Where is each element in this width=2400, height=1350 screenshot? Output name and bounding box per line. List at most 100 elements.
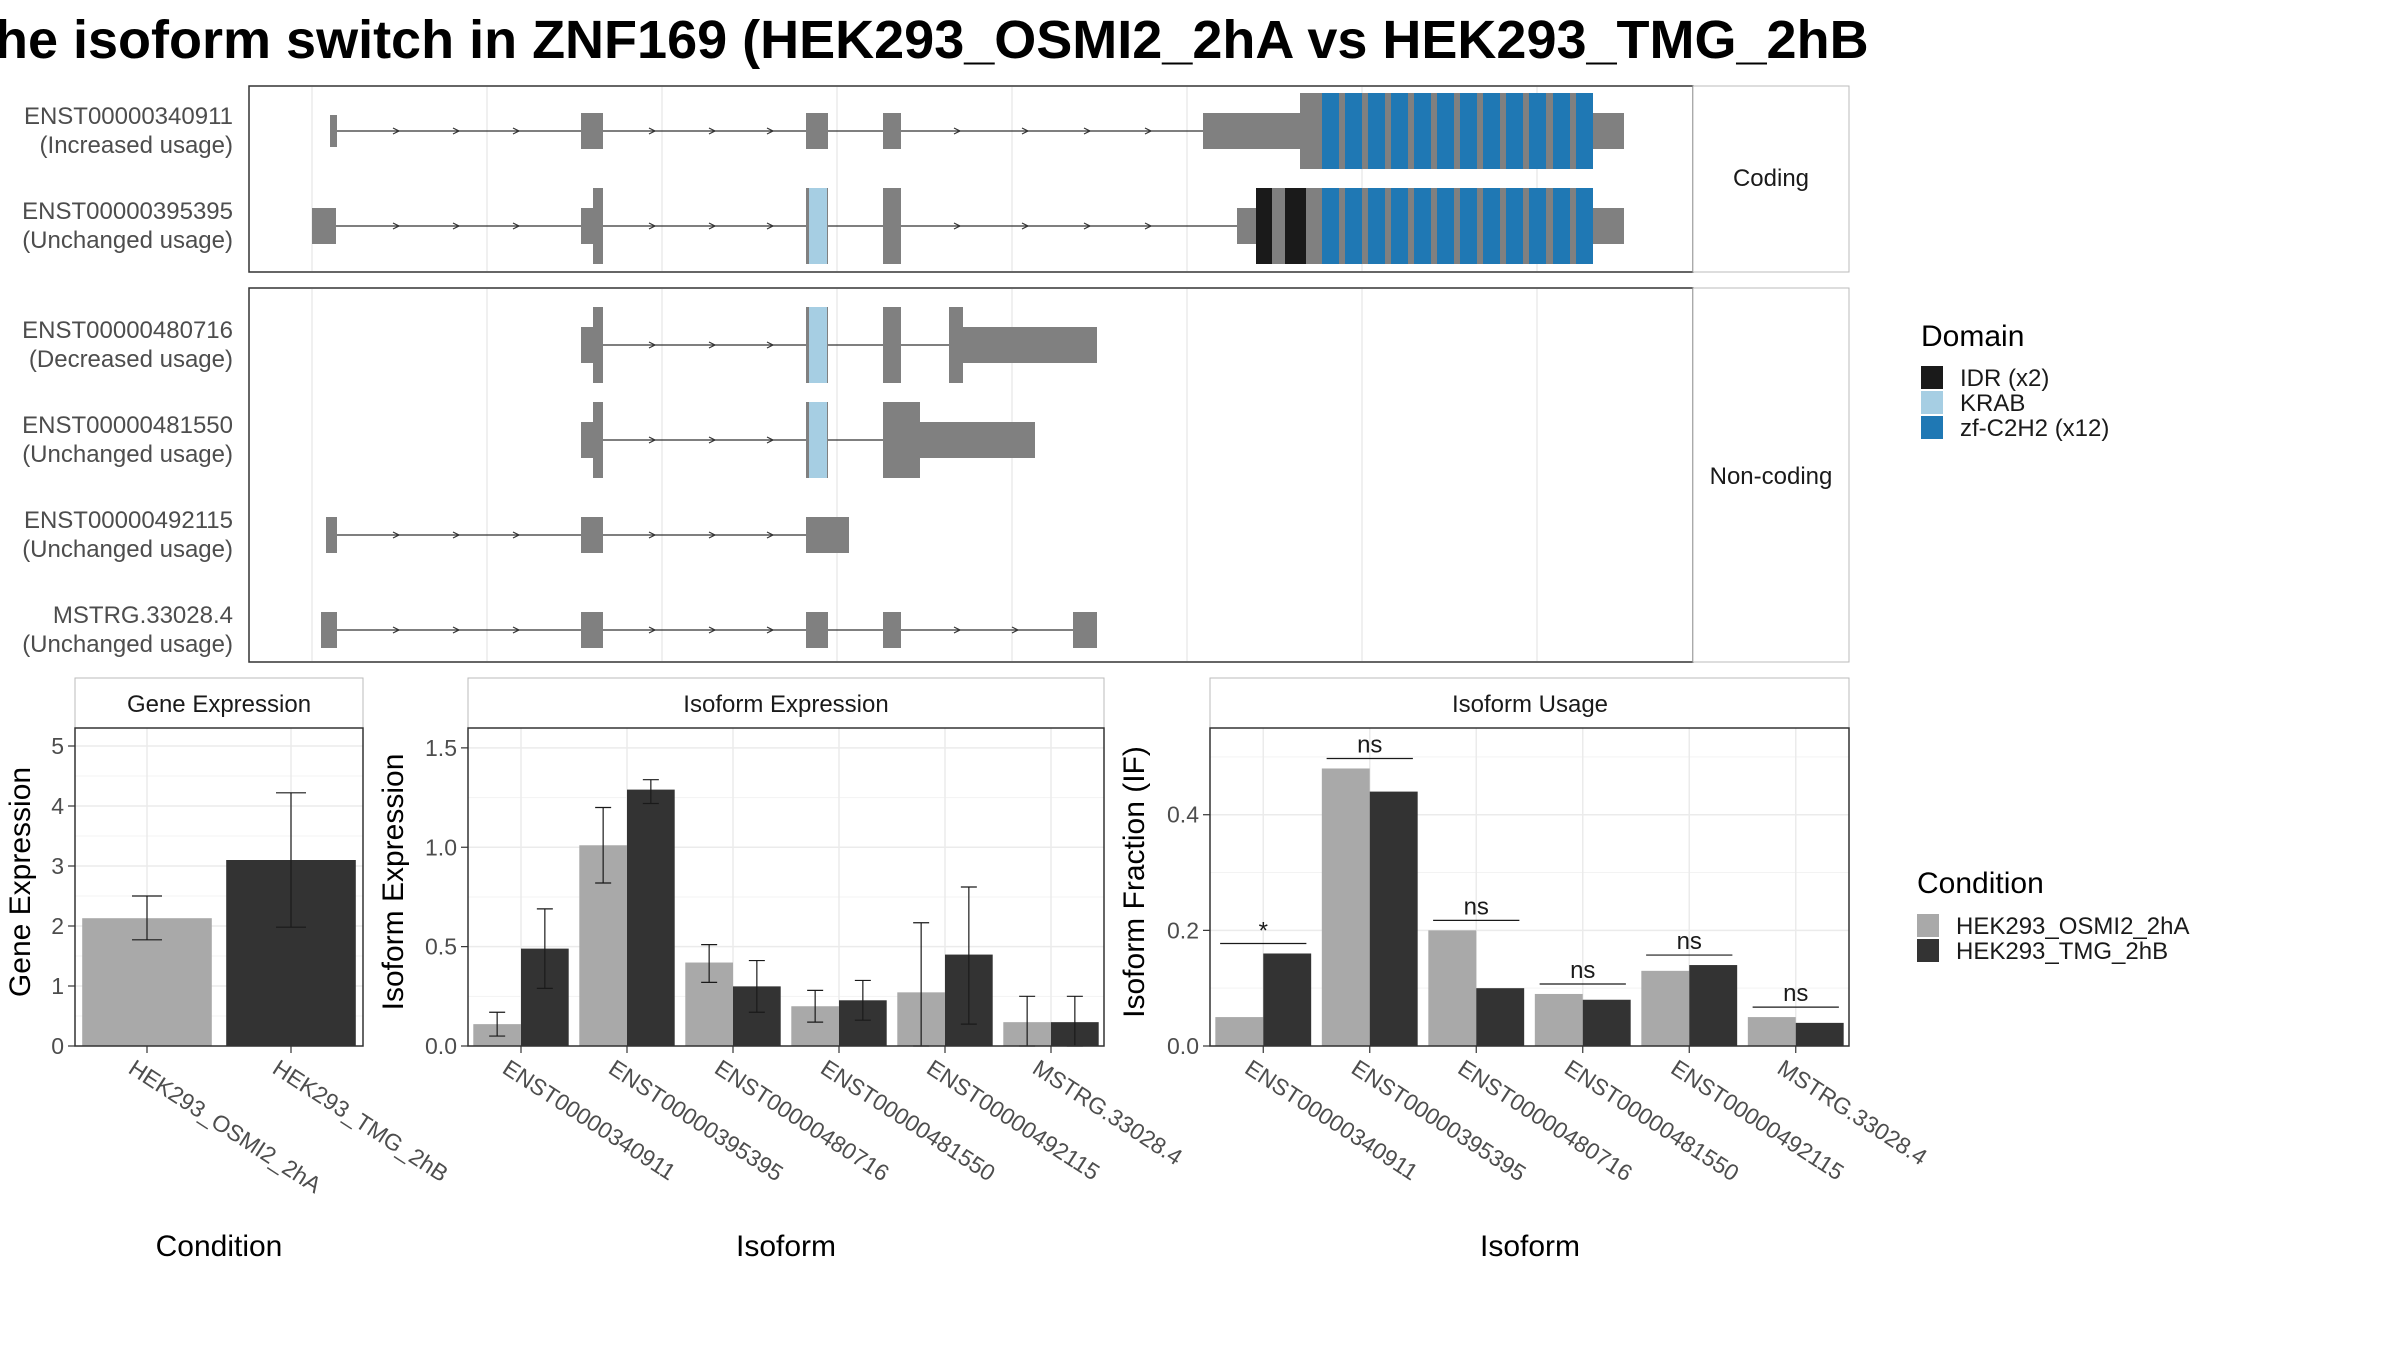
intron-arrow: [392, 626, 401, 634]
x-tick-label: ENST00000395395: [604, 1054, 788, 1186]
domain-block: [809, 402, 827, 478]
exon: [581, 113, 603, 149]
legend-swatch-krab: [1921, 391, 1943, 414]
x-tick-label: ENST00000480716: [1454, 1054, 1638, 1186]
domain-block: [1414, 93, 1431, 169]
y-tick-label: 1.0: [425, 834, 457, 860]
isoform-usage-strip: [1209, 677, 1850, 729]
bar: [1689, 965, 1738, 1046]
intron-arrow: [766, 531, 775, 539]
exon: [920, 422, 1035, 458]
intron-arrow: [766, 626, 775, 634]
legend-label-krab: KRAB: [1960, 390, 2025, 417]
legend-label-tmg: HEK293_TMG_2hB: [1956, 938, 2168, 965]
intron-arrow: [452, 127, 461, 135]
intron-arrow: [648, 436, 657, 444]
tx-label-2-usage: (Unchanged usage): [22, 227, 233, 254]
exon: [330, 115, 337, 147]
domain-block: [1437, 188, 1454, 264]
gene-expression-xlabel: Condition: [156, 1230, 283, 1263]
condition-legend-title: Condition: [1917, 867, 2044, 900]
noncoding-strip-label: Non-coding: [1710, 463, 1833, 490]
tx-label-5-id: ENST00000492115: [24, 507, 233, 534]
y-tick-label: 0.2: [1167, 917, 1199, 943]
intron-arrow: [708, 626, 717, 634]
tx-label-6-id: MSTRG.33028.4: [53, 602, 233, 629]
bar: [1476, 988, 1525, 1046]
exon: [593, 307, 603, 383]
legend-label-zf: zf-C2H2 (x12): [1960, 415, 2109, 442]
isoform-usage-plot: 0.00.20.4*nsnsnsnsnsENST00000340911ENST0…: [1167, 727, 1932, 1186]
intron-arrow: [1021, 222, 1030, 230]
coding-strip-label: Coding: [1733, 165, 1809, 192]
bar: [1215, 1017, 1264, 1046]
isoform-expression-strip: [467, 677, 1105, 729]
domain-block: [1368, 188, 1385, 264]
domain-block: [1256, 188, 1272, 264]
exon: [312, 208, 336, 244]
exon: [581, 327, 593, 363]
domain-block: [1483, 188, 1500, 264]
isoform-expression-ylabel: Isoform Expression: [377, 754, 410, 1011]
intron-arrow: [512, 531, 521, 539]
exon: [949, 307, 963, 383]
isoform-expression-plot: 0.0 0.5 1.0 1.5 ENST00000340911ENST000003953…: [425, 727, 1187, 1186]
y-tick-label: 3: [51, 853, 64, 879]
domain-block: [1345, 188, 1362, 264]
y-tick-label: 0: [51, 1033, 64, 1059]
intron-arrow: [452, 531, 461, 539]
tx-label-4-id: ENST00000481550: [22, 412, 233, 439]
legend-swatch-osmi: [1917, 914, 1939, 937]
y-tick-label: 1: [51, 973, 64, 999]
intron-arrow: [452, 222, 461, 230]
plot-border: [467, 727, 1105, 1047]
significance-label: ns: [1357, 731, 1382, 758]
domain-block: [1506, 93, 1523, 169]
exon: [326, 517, 337, 553]
exon: [1073, 612, 1097, 648]
bar: [1747, 1017, 1796, 1046]
domain-block: [1529, 188, 1546, 264]
domain-block: [809, 307, 827, 383]
intron-arrow: [708, 127, 717, 135]
domain-block: [1391, 188, 1408, 264]
exon: [581, 208, 593, 244]
exon: [806, 517, 849, 553]
intron-arrow: [953, 127, 962, 135]
y-tick-label: 1.5: [425, 735, 457, 761]
x-tick-label: ENST00000492115: [1667, 1054, 1849, 1185]
significance-label: ns: [1783, 980, 1808, 1007]
significance-label: ns: [1570, 957, 1595, 984]
x-tick-label: ENST00000340911: [1241, 1054, 1423, 1185]
intron-arrow: [1083, 222, 1092, 230]
intron-arrow: [648, 222, 657, 230]
legend-swatch-zf: [1921, 416, 1943, 439]
intron-arrow: [708, 222, 717, 230]
domain-block: [1414, 188, 1431, 264]
isoform-usage-panel: Isoform Usage Isoform Fraction (IF) Isof…: [1118, 677, 1932, 1263]
bar: [1369, 791, 1418, 1046]
intron-arrow: [392, 222, 401, 230]
significance-label: *: [1259, 917, 1268, 944]
y-tick-label: 0.0: [425, 1033, 457, 1059]
y-tick-label: 0.4: [1167, 802, 1199, 828]
isoform-expression-title: Isoform Expression: [683, 691, 888, 718]
bar: [1428, 930, 1477, 1046]
intron-arrow: [708, 531, 717, 539]
exon: [593, 402, 603, 478]
domain-legend-title: Domain: [1921, 320, 2024, 353]
plot-border: [1209, 727, 1850, 1047]
tx-label-6-usage: (Unchanged usage): [22, 631, 233, 658]
y-tick-label: 5: [51, 733, 64, 759]
exon: [806, 612, 828, 648]
domain-block: [1345, 93, 1362, 169]
exon: [883, 402, 920, 478]
y-tick-label: 0.5: [425, 934, 457, 960]
intron-arrow: [512, 626, 521, 634]
domain-block: [1506, 188, 1523, 264]
intron-arrow: [512, 222, 521, 230]
intron-arrow: [1011, 626, 1020, 634]
tx-label-3-id: ENST00000480716: [22, 317, 233, 344]
legend-label-idr: IDR (x2): [1960, 365, 2049, 392]
